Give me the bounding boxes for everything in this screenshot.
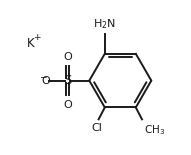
Text: H$_2$N: H$_2$N — [93, 18, 116, 31]
Text: −: − — [39, 72, 46, 81]
Text: O: O — [63, 52, 72, 62]
Text: K: K — [27, 37, 35, 50]
Text: CH$_3$: CH$_3$ — [144, 123, 166, 137]
Text: O: O — [63, 100, 72, 110]
Text: +: + — [33, 33, 40, 42]
Text: O: O — [41, 76, 50, 86]
Text: Cl: Cl — [92, 123, 103, 133]
Text: S: S — [64, 74, 71, 87]
